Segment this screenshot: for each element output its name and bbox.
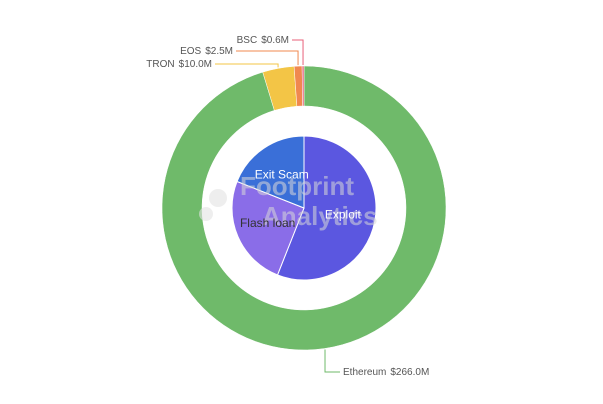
pie-slice	[301, 65, 305, 107]
slice-name: TRON	[146, 59, 174, 70]
pie-ring	[161, 65, 447, 351]
watermark-text: Footprint	[240, 171, 354, 201]
slice-label: Exploit	[325, 208, 362, 222]
watermark: Footprint Analytics	[199, 171, 378, 231]
leader-line	[292, 39, 304, 66]
slice-name: Ethereum	[343, 367, 386, 378]
slice-name: EOS	[180, 46, 201, 57]
pie-slice	[161, 65, 447, 351]
pie-slice	[276, 135, 377, 281]
slice-label: EOS $2.5M	[180, 46, 233, 57]
slice-name: BSC	[237, 35, 258, 46]
slice-label: Exit Scam	[255, 167, 309, 181]
watermark-logo	[209, 189, 227, 207]
leader-line	[215, 63, 279, 68]
leader-line	[236, 50, 299, 66]
watermark-logo	[199, 207, 213, 221]
pie-slice	[231, 180, 305, 276]
slice-label: Flash loan	[240, 216, 295, 230]
slice-value: $0.6M	[261, 35, 289, 46]
slice-value: $10.0M	[179, 59, 212, 70]
slice-label: Ethereum $266.0M	[343, 367, 429, 378]
slice-value: $266.0M	[390, 367, 429, 378]
labels: Ethereum $266.0M TRON $10.0M EOS $2.5M BSC $0.6…	[146, 35, 429, 378]
slice-label: BSC $0.6M	[237, 35, 289, 46]
watermark-text: Analytics	[262, 201, 378, 231]
slice-value: $2.5M	[205, 46, 233, 57]
pie-ring	[231, 135, 377, 281]
pie-slice	[236, 135, 305, 209]
slice-label: TRON $10.0M	[146, 59, 212, 70]
leader-line	[324, 349, 340, 373]
